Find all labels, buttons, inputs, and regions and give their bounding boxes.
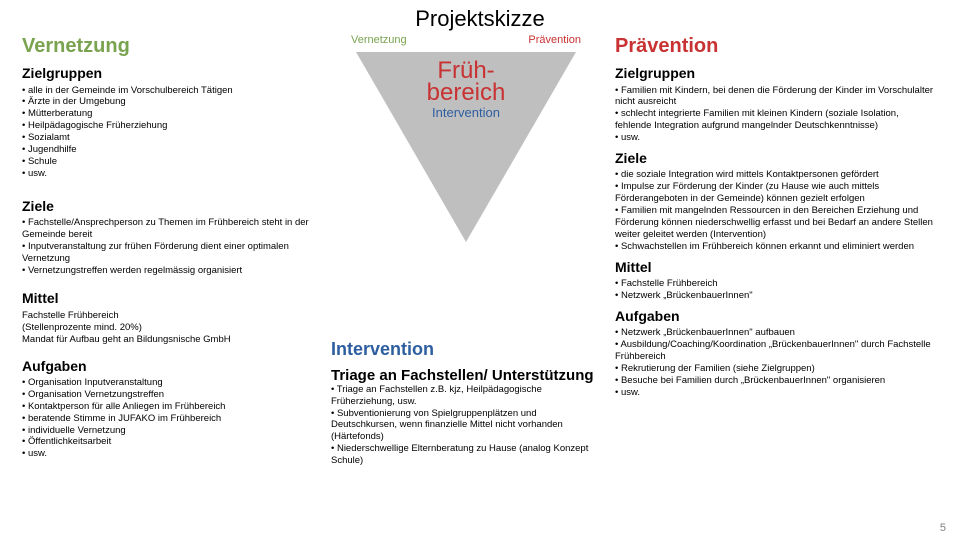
- triangle-label-right: Prävention: [528, 34, 581, 48]
- left-mittel-heading: Mittel: [22, 290, 317, 308]
- triangle-word-2: bereich: [351, 82, 581, 105]
- right-ziele-heading: Ziele: [615, 150, 935, 168]
- triangle-text: Früh- bereich Intervention: [351, 60, 581, 121]
- col-center: Vernetzung Prävention Früh- bereich Inte…: [331, 34, 601, 514]
- left-aufgaben-heading: Aufgaben: [22, 358, 317, 376]
- slide: Projektskizze Vernetzung Zielgruppen • a…: [0, 0, 960, 540]
- triage-list: • Triage an Fachstellen z.B. kjz, Heilpä…: [331, 384, 601, 467]
- triangle-diagram: Vernetzung Prävention Früh- bereich Inte…: [351, 38, 581, 258]
- left-mittel-text: Fachstelle Frühbereich (Stellenprozente …: [22, 310, 317, 346]
- intervention-heading: Intervention: [331, 338, 601, 361]
- right-zielgruppen-list: • Familien mit Kindern, bei denen die Fö…: [615, 85, 935, 144]
- right-aufgaben-list: • Netzwerk „BrückenbauerInnen" aufbauen …: [615, 327, 935, 398]
- praevention-heading: Prävention: [615, 34, 935, 59]
- left-aufgaben-list: • Organisation Inputveranstaltung • Orga…: [22, 377, 317, 460]
- slide-title: Projektskizze: [22, 6, 938, 32]
- vernetzung-heading: Vernetzung: [22, 34, 317, 59]
- triangle-label-left: Vernetzung: [351, 34, 407, 48]
- right-mittel-text: • Fachstelle Frühbereich • Netzwerk „Brü…: [615, 278, 935, 302]
- col-vernetzung: Vernetzung Zielgruppen • alle in der Gem…: [22, 34, 317, 514]
- col-praevention: Prävention Zielgruppen • Familien mit Ki…: [615, 34, 935, 514]
- right-ziele-list: • die soziale Integration wird mittels K…: [615, 169, 935, 252]
- triangle-small-label: Intervention: [351, 105, 581, 121]
- left-zielgruppen-heading: Zielgruppen: [22, 65, 317, 83]
- right-aufgaben-heading: Aufgaben: [615, 308, 935, 326]
- left-ziele-list: • Fachstelle/Ansprechperson zu Themen im…: [22, 217, 317, 276]
- columns: Vernetzung Zielgruppen • alle in der Gem…: [22, 34, 938, 514]
- triage-heading: Triage an Fachstellen/ Unterstützung: [331, 367, 601, 384]
- left-zielgruppen-list: • alle in der Gemeinde im Vorschulbereic…: [22, 85, 317, 180]
- right-zielgruppen-heading: Zielgruppen: [615, 65, 935, 83]
- left-ziele-heading: Ziele: [22, 198, 317, 216]
- slide-number: 5: [940, 522, 946, 534]
- right-mittel-heading: Mittel: [615, 259, 935, 277]
